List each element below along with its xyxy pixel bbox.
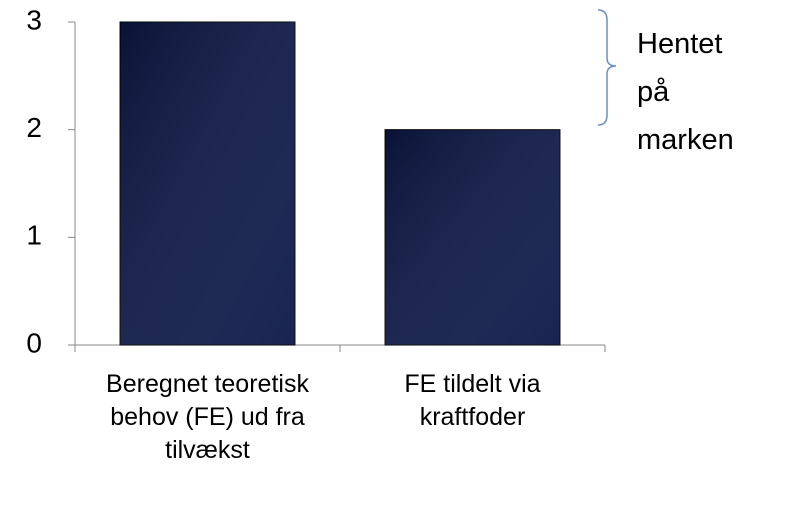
x-tick-label: FE tildelt via kraftfoder	[404, 370, 540, 431]
x-tick-label: Beregnet teoretisk behov (FE) ud fra tilvæ…	[106, 370, 309, 464]
brace	[597, 9, 617, 126]
y-tick-label: 1	[26, 220, 42, 251]
bar-shade	[385, 129, 560, 345]
annotation: Hentet på marken	[637, 28, 734, 156]
bar-shade	[120, 22, 295, 345]
y-tick-label: 3	[26, 4, 42, 35]
y-tick-label: 2	[26, 112, 42, 143]
y-tick-label: 0	[26, 327, 42, 358]
